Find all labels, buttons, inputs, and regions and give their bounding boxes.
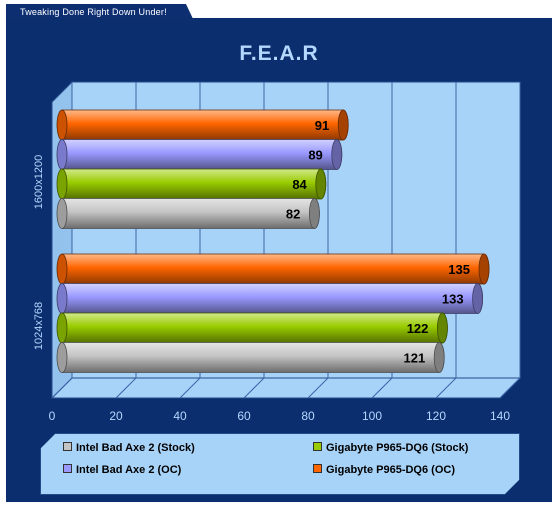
bar-body (61, 312, 448, 344)
bar: 91 (56, 109, 349, 141)
chart-title: F.E.A.R (239, 42, 319, 65)
bar: 135 (56, 253, 490, 285)
bar-value-label: 133 (442, 292, 464, 307)
grid-line-floor (179, 377, 201, 399)
bar-value-label: 135 (448, 262, 470, 277)
bar-end-cap (315, 168, 327, 200)
grid-line-floor (115, 377, 137, 399)
bar-end-cap (337, 109, 349, 141)
plot-floor (50, 377, 522, 399)
bar: 121 (56, 342, 445, 373)
chart-legend: Intel Bad Axe 2 (Stock) Gigabyte P965-DQ… (40, 433, 520, 495)
legend-swatch (63, 442, 72, 451)
grid-line-floor (243, 377, 265, 399)
x-tick-label: 60 (237, 409, 251, 423)
bar-left-cap (56, 139, 68, 170)
bar-value-label: 91 (315, 118, 329, 133)
category-label: 1024x768 (33, 302, 45, 350)
bar-value-label: 82 (286, 207, 300, 222)
grid-line-floor (435, 377, 457, 399)
legend-swatch (63, 464, 72, 473)
bar-left-cap (56, 198, 68, 229)
grid-line-floor (51, 377, 73, 399)
x-tick-label: 120 (426, 409, 446, 423)
bar-end-cap (472, 283, 484, 314)
bar-body (61, 139, 343, 170)
bar-end-cap (478, 253, 490, 285)
bar-body (61, 253, 490, 285)
x-tick-label: 140 (490, 409, 510, 423)
x-tick-label: 0 (49, 409, 56, 423)
bar: 89 (56, 139, 343, 170)
bar-left-cap (56, 312, 68, 344)
bar-value-label: 89 (308, 148, 322, 163)
legend-item: Intel Bad Axe 2 (Stock) (63, 442, 195, 454)
bar-body (61, 109, 349, 141)
x-tick-label: 20 (109, 409, 123, 423)
bar: 133 (56, 283, 484, 314)
bar: 84 (56, 168, 327, 200)
x-tick-label: 100 (362, 409, 382, 423)
legend-label: Intel Bad Axe 2 (OC) (76, 464, 182, 476)
legend-item: Intel Bad Axe 2 (OC) (63, 464, 181, 476)
bar-left-cap (56, 168, 68, 200)
legend-item: Gigabyte P965-DQ6 (Stock) (313, 442, 468, 454)
bar-body (61, 342, 445, 373)
bar-left-cap (56, 109, 68, 141)
grid-line-floor (499, 377, 521, 399)
bar-end-cap (436, 312, 448, 344)
bar-value-label: 84 (292, 177, 307, 192)
x-axis-ticks: 0 20 40 60 80 100 120 140 (49, 409, 511, 423)
legend-swatch (313, 464, 322, 473)
legend-item: Gigabyte P965-DQ6 (OC) (313, 464, 455, 476)
bar-value-label: 122 (407, 321, 429, 336)
legend-swatch (313, 442, 322, 451)
bar-left-cap (56, 283, 68, 314)
grid-line-floor (307, 377, 329, 399)
bar-end-cap (308, 198, 320, 229)
bar-left-cap (56, 253, 68, 285)
legend-label: Gigabyte P965-DQ6 (OC) (326, 464, 455, 476)
bar-end-cap (433, 342, 445, 373)
bar: 122 (56, 312, 448, 344)
bar-end-cap (331, 139, 343, 170)
y-axis-categories: 1600x1200 1024x768 (33, 155, 45, 350)
bar-body (61, 198, 320, 229)
bar: 82 (56, 198, 320, 229)
bar-value-label: 121 (403, 351, 425, 366)
chart-floor (50, 377, 522, 399)
site-tagline-tab: Tweaking Done Right Down Under! (6, 4, 194, 21)
grid-line-floor (371, 377, 393, 399)
x-tick-label: 40 (173, 409, 187, 423)
legend-label: Gigabyte P965-DQ6 (Stock) (326, 442, 469, 454)
legend-label: Intel Bad Axe 2 (Stock) (76, 442, 195, 454)
bar-left-cap (56, 342, 68, 373)
bar-body (61, 168, 327, 200)
bar-body (61, 283, 483, 314)
x-tick-label: 80 (301, 409, 315, 423)
category-label: 1600x1200 (33, 155, 45, 209)
